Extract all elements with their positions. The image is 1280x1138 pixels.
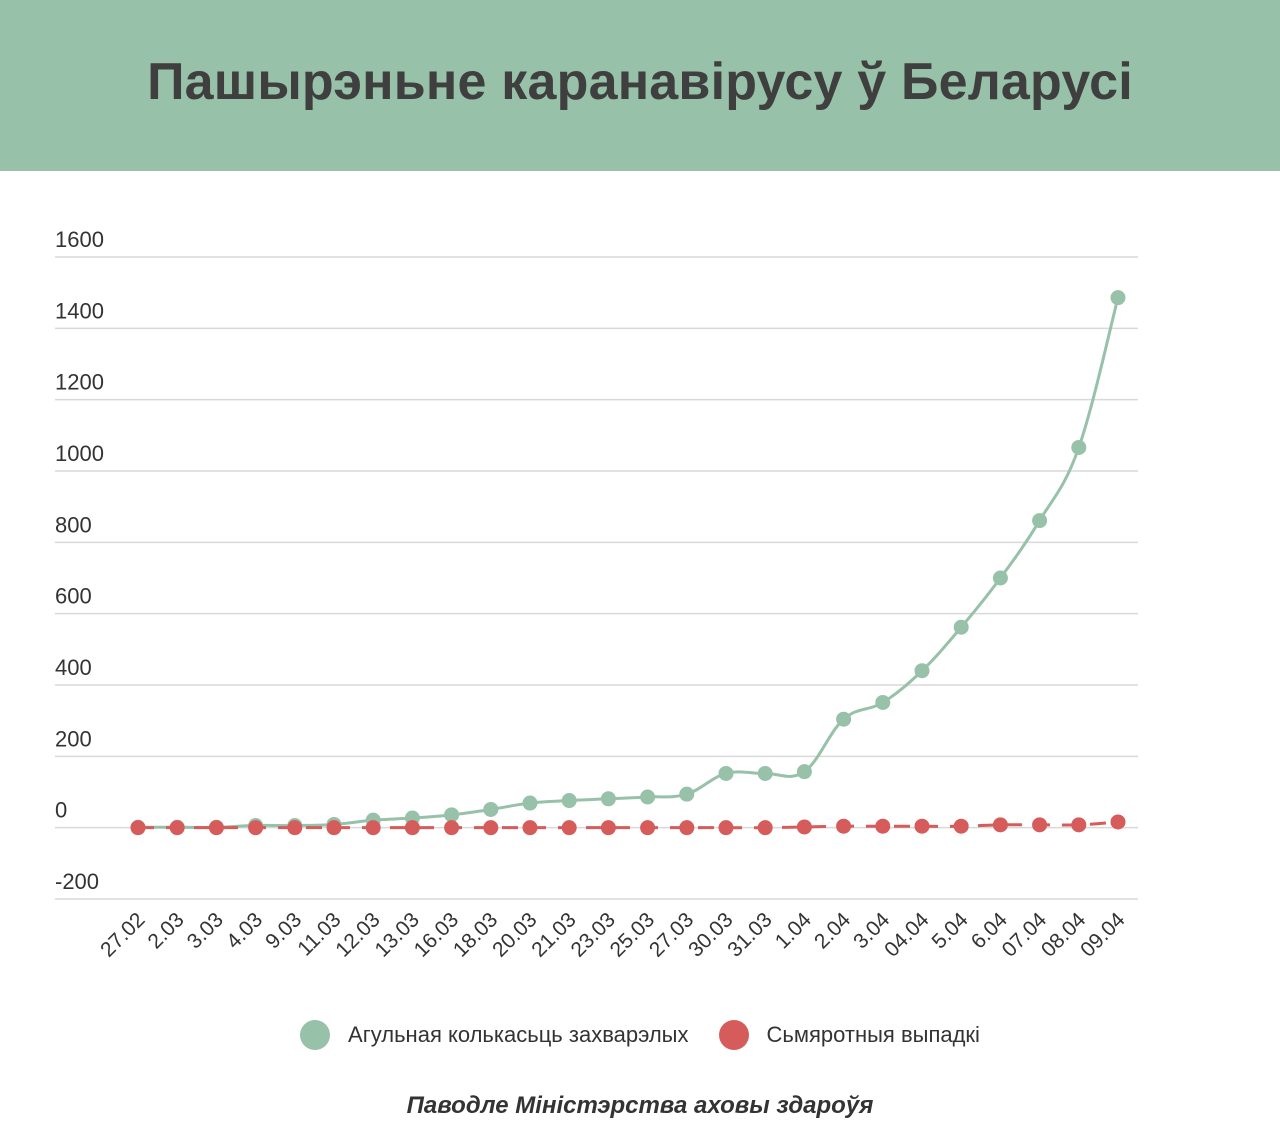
x-tick-label: 16.03 <box>410 908 463 961</box>
data-point-deaths <box>875 818 891 834</box>
data-point-cases <box>757 765 773 781</box>
data-point-cases <box>836 711 852 727</box>
x-tick-label: 07.04 <box>998 908 1052 962</box>
data-point-cases <box>679 786 695 802</box>
data-point-cases <box>1110 290 1126 306</box>
x-tick-label: 20.03 <box>488 908 541 961</box>
y-tick-label: 0 <box>55 798 67 823</box>
data-point-deaths <box>287 820 303 836</box>
data-point-cases <box>796 764 812 780</box>
page-title: Пашырэньне каранавірусу ў Беларусі <box>147 52 1133 111</box>
data-point-deaths <box>757 820 773 836</box>
y-tick-label: 1200 <box>55 370 104 395</box>
y-tick-label: -200 <box>55 869 99 894</box>
data-point-deaths <box>248 820 264 836</box>
x-tick-label: 2.03 <box>144 908 189 953</box>
source-note: Паводле Міністэрства аховы здароўя <box>406 1092 874 1119</box>
y-tick-label: 600 <box>55 584 92 609</box>
legend-item-deaths: Сьмяротныя выпадкі <box>718 1020 980 1050</box>
x-tick-label: 09.04 <box>1076 908 1130 962</box>
data-point-deaths <box>953 818 969 834</box>
data-point-deaths <box>796 819 812 835</box>
x-tick-label: 04.04 <box>880 908 934 962</box>
legend-label-cases: Агульная колькасьць захварэлых <box>348 1022 689 1047</box>
x-tick-label: 27.02 <box>96 908 149 961</box>
data-point-cases <box>561 793 577 809</box>
y-tick-label: 1600 <box>55 227 104 252</box>
data-point-deaths <box>718 820 734 836</box>
data-point-deaths <box>130 820 146 836</box>
x-tick-label: 21.03 <box>527 908 580 961</box>
legend-swatch-deaths <box>718 1020 749 1050</box>
data-point-cases <box>522 795 538 811</box>
x-tick-label: 1.04 <box>771 908 816 953</box>
data-point-deaths <box>522 820 538 836</box>
data-point-deaths <box>208 820 224 836</box>
data-point-deaths <box>836 818 852 834</box>
x-tick-label: 08.04 <box>1037 908 1091 962</box>
x-tick-label: 5.04 <box>928 908 973 953</box>
data-point-cases <box>953 619 969 635</box>
data-point-deaths <box>169 820 185 836</box>
legend-swatch-cases <box>300 1020 331 1050</box>
x-tick-label: 25.03 <box>606 908 659 961</box>
legend-label-deaths: Сьмяротныя выпадкі <box>766 1022 980 1047</box>
data-point-cases <box>483 801 499 817</box>
data-point-deaths <box>1032 817 1048 833</box>
header-banner: Пашырэньне каранавірусу ў Беларусі <box>0 0 1280 171</box>
data-point-cases <box>718 765 734 781</box>
y-tick-label: 800 <box>55 512 92 537</box>
y-tick-label: 200 <box>55 726 92 751</box>
y-tick-label: 1000 <box>55 441 104 466</box>
data-point-cases <box>1071 439 1087 455</box>
data-point-deaths <box>992 817 1008 833</box>
x-tick-label: 13.03 <box>371 908 424 961</box>
data-point-deaths <box>561 820 577 836</box>
x-tick-label: 4.03 <box>222 908 267 953</box>
data-point-cases <box>992 570 1008 586</box>
data-point-deaths <box>483 820 499 836</box>
y-tick-label: 400 <box>55 655 92 680</box>
data-point-cases <box>444 807 460 823</box>
x-tick-label: 23.03 <box>567 908 620 961</box>
line-chart: 16001400120010008006004002000-20027.022.… <box>55 227 1138 962</box>
data-point-deaths <box>326 820 342 836</box>
data-point-cases <box>914 663 930 679</box>
chart-legend: Агульная колькасьць захварэлых Сьмяротны… <box>0 1015 1280 1055</box>
y-tick-label: 1400 <box>55 298 104 323</box>
x-tick-label: 18.03 <box>449 908 502 961</box>
data-point-deaths <box>365 820 381 836</box>
data-point-cases <box>600 791 616 807</box>
data-point-cases <box>1032 513 1048 529</box>
data-point-cases <box>640 789 656 805</box>
data-point-deaths <box>404 820 420 836</box>
data-point-deaths <box>914 818 930 834</box>
legend-item-cases: Агульная колькасьць захварэлых <box>300 1020 689 1050</box>
x-tick-label: 27.03 <box>645 908 698 961</box>
data-point-deaths <box>444 820 460 836</box>
data-point-deaths <box>600 820 616 836</box>
data-point-deaths <box>640 820 656 836</box>
data-point-deaths <box>1110 814 1126 830</box>
x-tick-label: 3.03 <box>183 908 228 953</box>
data-point-cases <box>875 694 891 710</box>
data-point-deaths <box>679 820 695 836</box>
x-tick-label: 2.04 <box>810 908 855 953</box>
x-tick-label: 30.03 <box>684 908 737 961</box>
series-line-cases <box>138 297 1120 829</box>
x-tick-label: 12.03 <box>331 908 384 961</box>
data-point-deaths <box>1071 817 1087 833</box>
x-tick-label: 31.03 <box>723 908 776 961</box>
